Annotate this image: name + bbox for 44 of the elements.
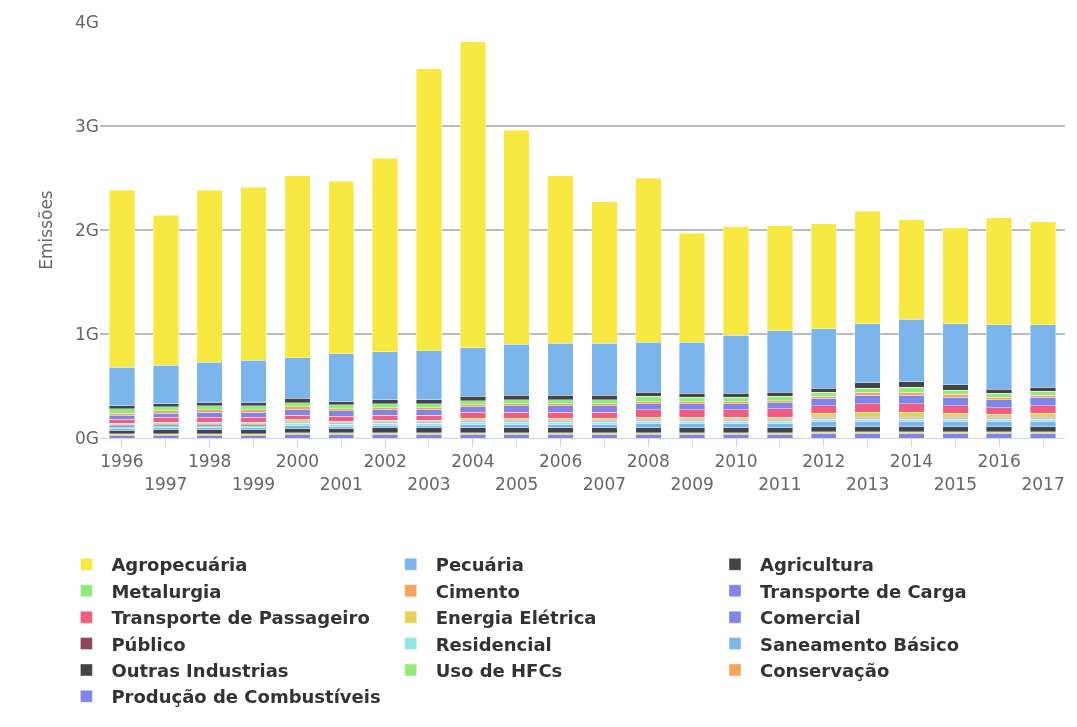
x-tick-label: 2015: [933, 473, 977, 494]
y-tick-label: 4G: [75, 11, 99, 32]
x-tick-label: 1998: [188, 451, 232, 472]
legend-label: Cimento: [435, 580, 520, 602]
x-tick-label: 1999: [231, 473, 276, 494]
x-tick-label: 2017: [1021, 473, 1065, 494]
legend-label: Conservação: [759, 659, 890, 681]
x-tick-label: 1997: [144, 473, 188, 494]
legend-label: Agricultura: [759, 554, 874, 576]
x-tick-label: 2016: [977, 451, 1021, 472]
x-tick-label: 2009: [670, 473, 714, 494]
x-tick-label: 2014: [889, 451, 934, 472]
y-tick-label: 1G: [75, 323, 99, 344]
y-tick-label: 0G: [75, 427, 99, 448]
y-tick-label: 2G: [75, 219, 99, 240]
legend-label: Outras Industrias: [111, 659, 289, 681]
legend-label: Energia Elétrica: [435, 607, 597, 629]
legend-label: Residencial: [435, 633, 552, 655]
legend-label: Agropecuária: [111, 554, 248, 576]
y-tick-label: 3G: [75, 115, 99, 136]
x-tick-label: 2001: [319, 473, 363, 494]
legend-label: Transporte de Carga: [759, 580, 967, 602]
x-tick-label: 1996: [100, 451, 144, 472]
legend-label: Comercial: [759, 607, 861, 629]
x-tick-label: 2012: [802, 451, 846, 472]
legend-label: Uso de HFCs: [435, 659, 563, 681]
x-tick-label: 2005: [495, 473, 539, 494]
legend-label: Público: [111, 633, 186, 655]
legend-label: Transporte de Passageiro: [111, 607, 370, 629]
x-tick-label: 2010: [714, 451, 758, 472]
x-tick-label: 2007: [582, 473, 627, 494]
legend-label: Metalurgia: [111, 580, 222, 602]
x-tick-label: 2000: [275, 451, 320, 472]
x-tick-label: 2008: [626, 451, 670, 472]
x-tick-label: 2011: [758, 473, 802, 494]
x-tick-label: 2002: [363, 451, 407, 472]
y-axis-title: Emissões: [35, 190, 56, 270]
legend-label: Produção de Combustíveis: [111, 686, 381, 708]
x-tick-label: 2006: [538, 451, 583, 472]
x-tick-label: 2004: [451, 451, 495, 472]
legend-label: Saneamento Básico: [759, 633, 960, 655]
legend-label: Pecuária: [435, 554, 524, 576]
x-tick-label: 2003: [407, 473, 451, 494]
x-tick-label: 2013: [845, 473, 890, 494]
